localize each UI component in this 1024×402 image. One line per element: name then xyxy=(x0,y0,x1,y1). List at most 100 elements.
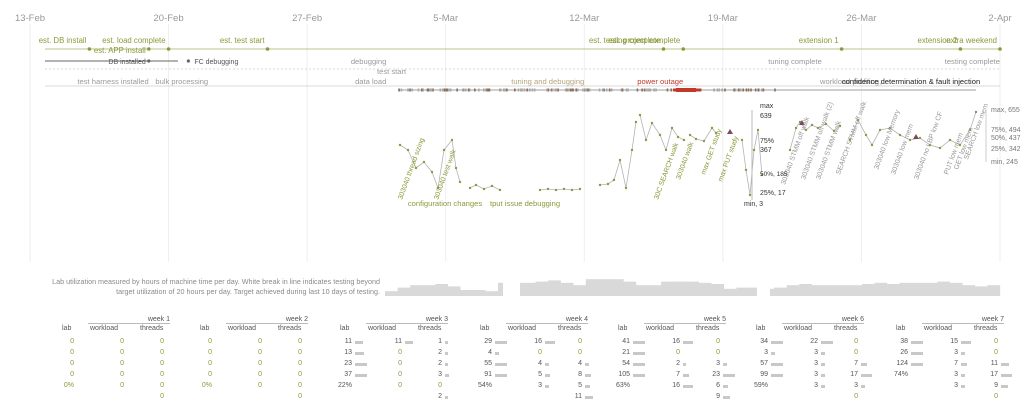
utilization-bar xyxy=(887,284,900,296)
utilization-bar xyxy=(962,285,976,296)
activity-mark xyxy=(738,88,741,92)
right-scale-p75: 75%, 494 xyxy=(991,127,1021,134)
trace-point xyxy=(856,118,860,122)
column-header: threads xyxy=(418,325,442,332)
utilization-bar xyxy=(811,285,825,296)
threads-cell: 0 xyxy=(994,349,998,356)
value-bar xyxy=(821,385,825,388)
activity-mark xyxy=(409,88,411,92)
threads-cell: 0 xyxy=(298,338,302,345)
activity-mark xyxy=(499,88,502,92)
x-tick-label: 27-Feb xyxy=(292,13,322,24)
left-scale-p75-value: 367 xyxy=(760,147,772,154)
milestone-dot xyxy=(87,47,92,51)
utilization-bar xyxy=(836,285,850,296)
value-bar xyxy=(445,341,448,344)
phase-label: debugging xyxy=(351,57,386,66)
trace-point xyxy=(948,138,952,142)
threads-cell: 0 xyxy=(578,349,582,356)
column-header: lab xyxy=(756,325,766,332)
activity-mark xyxy=(486,88,489,92)
lab-cell: 11 xyxy=(344,338,352,345)
activity-mark xyxy=(737,88,740,92)
activity-mark xyxy=(576,88,579,92)
phase-label: data load xyxy=(355,77,386,86)
utilization-bar xyxy=(748,287,762,296)
threads-cell: 0 xyxy=(578,338,582,345)
activity-mark xyxy=(429,88,432,92)
activity-mark xyxy=(417,88,420,92)
utilization-chart xyxy=(385,270,1001,297)
lab-cell: 0 xyxy=(208,371,212,378)
utilization-bar xyxy=(535,281,549,296)
trace-point xyxy=(490,184,494,188)
threads-cell: 0 xyxy=(298,349,302,356)
activity-mark xyxy=(588,88,591,92)
threads-cell: 2 xyxy=(438,349,442,356)
utilization-bar xyxy=(861,284,875,296)
lab-cell: 54% xyxy=(477,382,492,389)
activity-mark xyxy=(625,88,628,92)
trace-point xyxy=(398,143,402,147)
activity-mark xyxy=(643,88,646,92)
utilization-bar xyxy=(774,287,787,296)
value-bar xyxy=(445,374,449,377)
trace-point xyxy=(804,128,808,132)
trace-point xyxy=(482,187,486,191)
value-bar xyxy=(683,363,686,366)
left-scale-min: min, 3 xyxy=(744,201,763,208)
value-bar xyxy=(861,385,865,388)
threads-cell: 0 xyxy=(160,349,164,356)
value-bar xyxy=(771,363,783,366)
value-bar xyxy=(961,363,967,366)
activity-mark xyxy=(636,88,639,92)
phase-label: test harness installed xyxy=(77,77,148,86)
value-bar xyxy=(633,341,645,344)
trace-line xyxy=(539,188,581,191)
activity-mark xyxy=(734,88,737,92)
trace-point xyxy=(630,148,634,152)
activity-mark xyxy=(523,88,526,92)
lab-cell: 0 xyxy=(70,338,74,345)
trace-point xyxy=(554,188,558,192)
value-bar xyxy=(355,363,367,366)
utilization-bar xyxy=(460,290,474,296)
utilization-bar xyxy=(723,288,737,296)
workload-cell: 5 xyxy=(538,371,542,378)
activity-mark xyxy=(697,88,701,92)
trace-point xyxy=(824,122,828,126)
value-bar xyxy=(771,341,783,344)
trace-point xyxy=(624,186,628,190)
utilization-bar xyxy=(485,291,499,296)
milestone-dot xyxy=(186,59,190,63)
trace-point xyxy=(878,128,882,132)
activity-mark xyxy=(774,88,776,92)
value-bar xyxy=(633,352,645,355)
value-bar xyxy=(723,374,735,377)
phase-label: power outage xyxy=(637,77,683,86)
trace-point xyxy=(644,138,648,142)
value-bar xyxy=(633,374,645,377)
workload-cell: 3 xyxy=(814,349,818,356)
activity-mark xyxy=(483,88,485,92)
trace-point xyxy=(606,182,610,186)
activity-mark xyxy=(655,88,657,92)
workload-cell: 4 xyxy=(538,360,542,367)
trace-point xyxy=(888,126,892,130)
value-bar xyxy=(961,352,965,355)
x-tick-label: 26-Mar xyxy=(846,13,876,24)
column-header: lab xyxy=(896,325,906,332)
value-bar xyxy=(445,396,448,399)
column-header: workload xyxy=(90,325,119,332)
utilization-bar xyxy=(949,282,963,296)
utilization-bar xyxy=(648,285,662,296)
threads-cell: 0 xyxy=(994,393,998,400)
value-bar xyxy=(961,341,971,344)
trace-point xyxy=(618,158,622,162)
annotation-label: 303040 thread sizing xyxy=(397,137,426,201)
lab-cell: 124 xyxy=(896,360,908,367)
response-traces xyxy=(398,110,978,197)
x-tick-label: 5-Mar xyxy=(433,13,458,24)
trace-point xyxy=(838,124,842,128)
